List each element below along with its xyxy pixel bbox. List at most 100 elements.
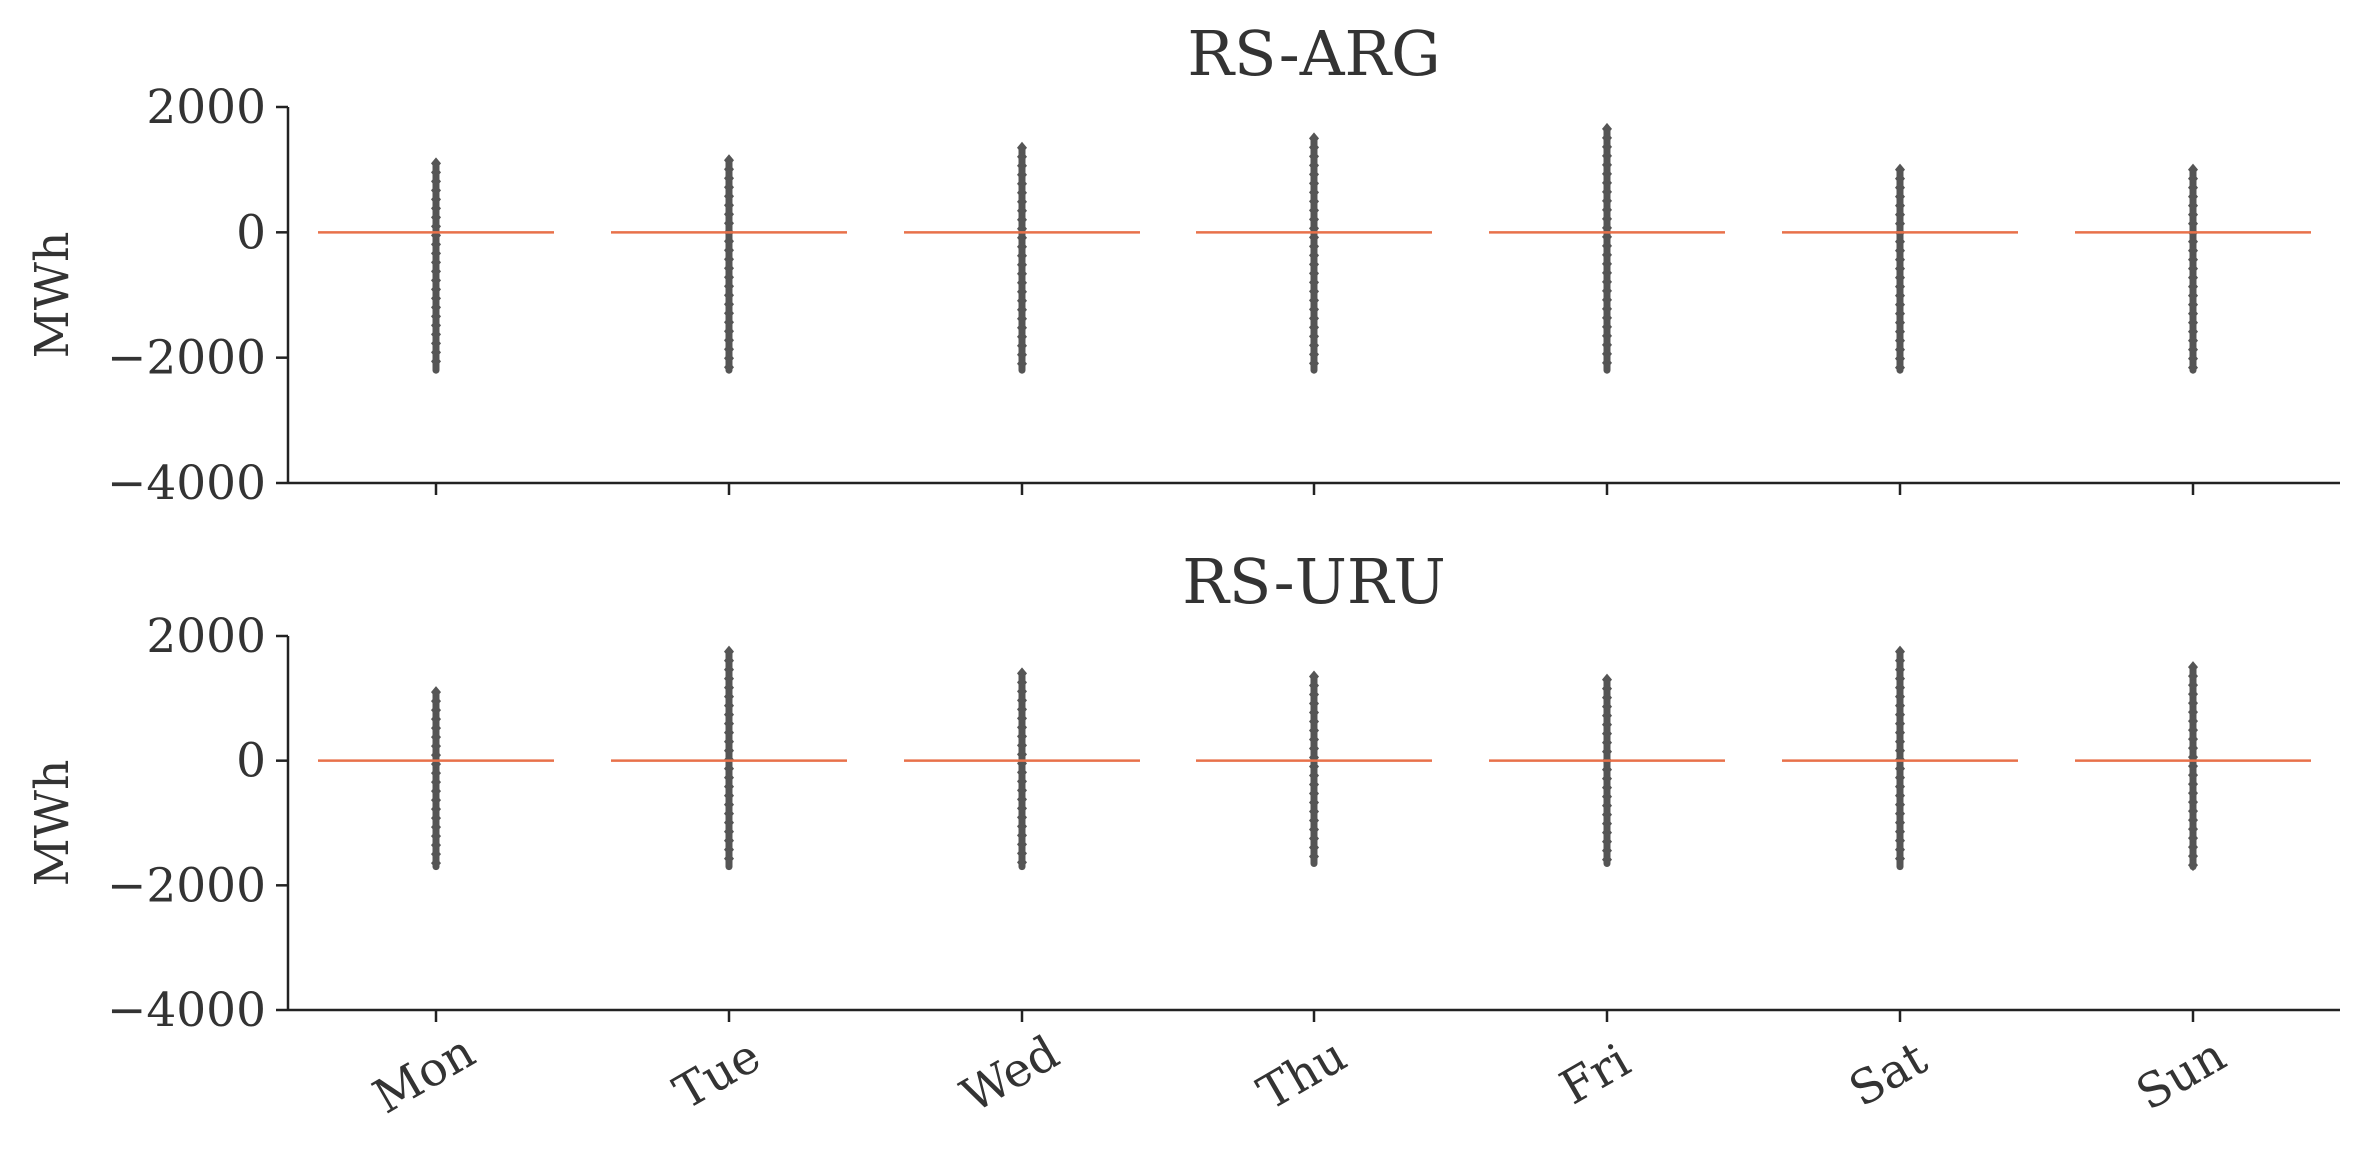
outlier-point <box>1602 221 1612 234</box>
outlier-point <box>1017 667 1027 680</box>
outlier-point <box>431 785 441 798</box>
outlier-column-tue <box>724 154 734 374</box>
outlier-point <box>2188 742 2198 755</box>
outlier-point <box>1017 784 1027 797</box>
outlier-point <box>724 690 734 703</box>
outlier-point <box>1309 204 1319 217</box>
outlier-point <box>1017 303 1027 316</box>
outlier-point <box>2188 253 2198 266</box>
outlier-point <box>2188 796 2198 809</box>
outlier-point <box>2188 361 2198 374</box>
outlier-point <box>1309 823 1319 836</box>
outlier-point <box>2188 352 2198 365</box>
outlier-point <box>2188 814 2198 827</box>
chart-title: RS-ARG <box>1187 17 1440 90</box>
outlier-point <box>1895 717 1905 730</box>
outlier-point <box>2188 724 2198 737</box>
outlier-point <box>1895 816 1905 829</box>
outlier-point <box>431 695 441 708</box>
outlier-point <box>1895 280 1905 293</box>
outlier-point <box>724 163 734 176</box>
outlier-point <box>724 298 734 311</box>
y-tick-label: 0 <box>236 205 266 260</box>
outlier-point <box>1602 790 1612 803</box>
outlier-point <box>431 857 441 870</box>
outlier-point <box>431 265 441 278</box>
outlier-point <box>431 821 441 834</box>
outlier-point <box>2188 280 2198 293</box>
outlier-point <box>724 217 734 230</box>
outlier-point <box>1602 266 1612 279</box>
outlier-column-sat <box>1895 163 1905 374</box>
outlier-point <box>1017 703 1027 716</box>
outlier-point <box>2188 706 2198 719</box>
outlier-point <box>1309 258 1319 271</box>
outlier-column-sat <box>1895 645 1905 871</box>
outlier-point <box>431 812 441 825</box>
outlier-point <box>1309 132 1319 145</box>
outlier-point <box>1895 744 1905 757</box>
outlier-point <box>431 328 441 341</box>
outlier-point <box>1602 826 1612 839</box>
outlier-point <box>724 343 734 356</box>
outlier-point <box>2188 850 2198 863</box>
outlier-point <box>1602 212 1612 225</box>
outlier-point <box>1309 679 1319 692</box>
x-tick-label: Mon <box>364 1024 484 1125</box>
outlier-point <box>1017 694 1027 707</box>
outlier-point <box>1017 748 1027 761</box>
outlier-point <box>431 704 441 717</box>
outlier-point <box>2188 325 2198 338</box>
outlier-point <box>1309 312 1319 325</box>
outlier-point <box>431 776 441 789</box>
outlier-point <box>724 762 734 775</box>
outlier-point <box>1602 844 1612 857</box>
outlier-column-fri <box>1602 673 1612 868</box>
outlier-point <box>2188 679 2198 692</box>
outlier-point <box>431 247 441 260</box>
outlier-point <box>724 654 734 667</box>
outlier-point <box>1602 293 1612 306</box>
outlier-point <box>431 310 441 323</box>
outlier-point <box>1309 357 1319 370</box>
outlier-point <box>1895 244 1905 257</box>
outlier-point <box>1895 699 1905 712</box>
outlier-point <box>1602 122 1612 135</box>
outlier-point <box>1017 838 1027 851</box>
y-tick-label: −2000 <box>107 858 266 913</box>
outlier-point <box>1017 820 1027 833</box>
outlier-column-sun <box>2188 661 2198 872</box>
outlier-point <box>431 274 441 287</box>
outlier-point <box>1017 793 1027 806</box>
outlier-point <box>1309 150 1319 163</box>
outlier-point <box>1309 688 1319 701</box>
outlier-point <box>431 211 441 224</box>
outlier-point <box>431 713 441 726</box>
outlier-point <box>1895 253 1905 266</box>
outlier-point <box>1017 856 1027 869</box>
outlier-point <box>1602 257 1612 270</box>
outlier-point <box>724 334 734 347</box>
outlier-point <box>1602 203 1612 216</box>
outlier-point <box>1895 163 1905 176</box>
outlier-point <box>2188 697 2198 710</box>
outlier-point <box>1017 204 1027 217</box>
x-tick-label: Thu <box>1249 1028 1356 1122</box>
outlier-point <box>724 235 734 248</box>
outlier-point <box>1017 159 1027 172</box>
outlier-point <box>1309 339 1319 352</box>
outlier-point <box>724 834 734 847</box>
outlier-point <box>1895 298 1905 311</box>
outlier-point <box>724 816 734 829</box>
outlier-point <box>724 244 734 257</box>
outlier-point <box>724 771 734 784</box>
outlier-point <box>1895 780 1905 793</box>
outlier-point <box>1895 807 1905 820</box>
outlier-column-wed <box>1017 141 1027 374</box>
outlier-point <box>1017 177 1027 190</box>
outlier-point <box>1309 805 1319 818</box>
chart-title: RS-URU <box>1182 545 1446 618</box>
outlier-point <box>1309 240 1319 253</box>
outlier-point <box>431 256 441 269</box>
